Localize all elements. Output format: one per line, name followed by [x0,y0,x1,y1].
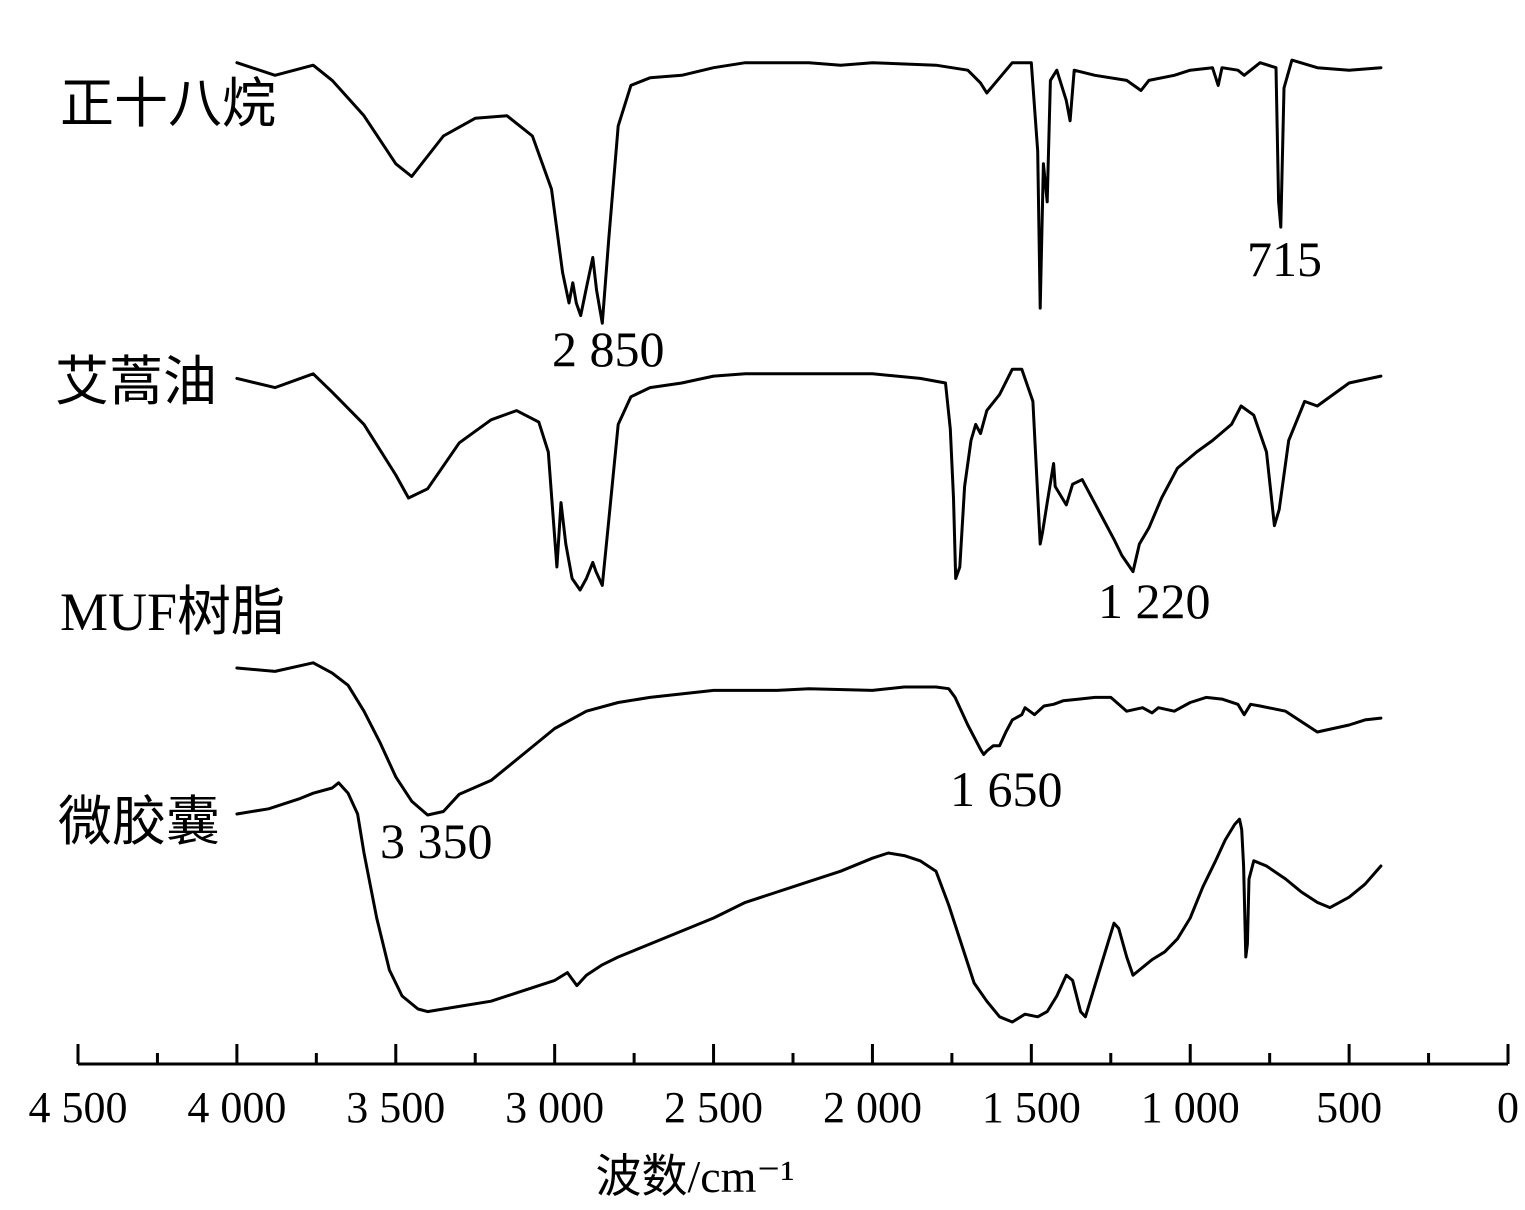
x-tick-label: 3 500 [346,1083,445,1132]
x-tick-label: 0 [1497,1083,1519,1132]
x-tick-label: 3 000 [505,1083,604,1132]
annotation-1650: 1 650 [950,761,1063,817]
x-tick-label: 1 000 [1141,1083,1240,1132]
trace-microcapsule [235,781,1383,1024]
x-tick-label: 4 500 [29,1083,128,1132]
trace-n-octadecane [235,58,1383,325]
series-label-microcapsule: 微胶囊 [58,792,220,852]
x-tick-label: 2 000 [823,1083,922,1132]
x-axis: 4 500 4 000 3 500 3 000 2 500 2 000 1 500 1 000… [29,1044,1519,1132]
annotation-715: 715 [1247,231,1322,287]
x-tick-label: 500 [1316,1083,1382,1132]
annotation-2850: 2 850 [552,321,665,377]
annotation-3350: 3 350 [380,813,493,869]
x-tick-label: 1 500 [982,1083,1081,1132]
series-label-mugwort-oil: 艾蒿油 [55,352,217,412]
x-tick-label: 2 500 [664,1083,763,1132]
trace-muf-resin [235,661,1383,817]
x-tick-label: 4 000 [187,1083,286,1132]
series-label-muf-resin: MUF树脂 [60,582,285,642]
series-label-n-octadecane: 正十八烷 [60,74,276,134]
trace-mugwort-oil [235,367,1383,592]
annotation-1220: 1 220 [1098,573,1211,629]
x-axis-title: 波数/cm⁻¹ [595,1151,794,1202]
spectra-traces [235,58,1383,1024]
